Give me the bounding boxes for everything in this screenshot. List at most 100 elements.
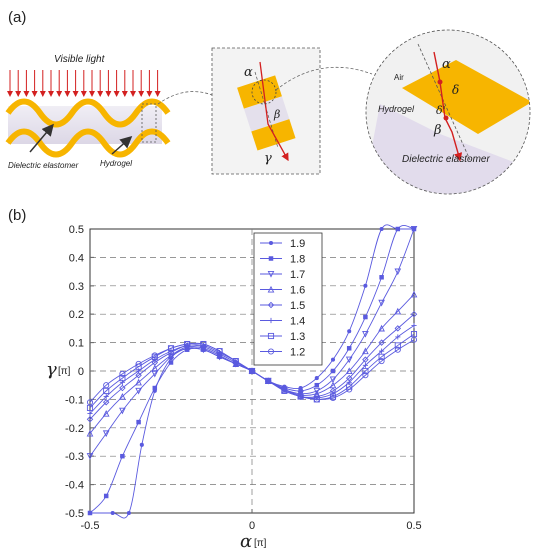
y-axis-unit: [π] (58, 366, 71, 377)
data-point-marker (167, 345, 175, 352)
data-point-marker (216, 350, 223, 358)
y-tick-label: -0.5 (65, 508, 84, 520)
data-point-marker (249, 368, 255, 374)
series-1.6 (86, 290, 418, 437)
legend-label: 1.6 (290, 285, 305, 297)
x-axis-unit: [π] (254, 538, 267, 549)
data-point-marker (345, 356, 353, 364)
detail-hydrogel-label: Hydrogel (378, 104, 415, 114)
data-point-marker (265, 378, 271, 384)
data-point-marker (152, 388, 157, 393)
data-point-marker (313, 396, 320, 403)
detail-normal-line (417, 43, 471, 161)
data-point-marker (329, 394, 337, 402)
data-point-marker (167, 345, 175, 352)
series-1.3 (86, 331, 418, 411)
data-point-marker (346, 386, 353, 393)
data-point-marker (379, 226, 384, 232)
data-point-marker (330, 391, 336, 397)
data-point-marker (126, 510, 131, 516)
data-point-marker (410, 225, 418, 233)
data-point-marker (168, 356, 174, 361)
data-point-marker (281, 386, 287, 393)
data-point-marker (313, 387, 321, 395)
series-line (89, 225, 415, 514)
data-point-marker (282, 384, 287, 389)
panel-a-label: (a) (8, 9, 26, 26)
data-point-marker (314, 376, 319, 381)
zoom-gamma-label: γ (264, 151, 272, 166)
data-point-marker (102, 399, 110, 406)
data-point-marker (167, 353, 175, 361)
series-line (90, 224, 414, 519)
series-1.7 (86, 225, 418, 460)
y-tick-label: -0.1 (65, 394, 84, 406)
x-tick-label: 0 (249, 520, 255, 532)
data-point-marker (167, 349, 175, 356)
data-point-marker (329, 393, 337, 400)
series-1.5 (86, 310, 418, 423)
data-point-marker (298, 393, 304, 400)
data-point-marker (345, 374, 353, 382)
data-point-marker (410, 336, 418, 343)
panel-a-illustration: (a) Visible light Dielectric elastomer H… (5, 9, 531, 195)
data-point-marker (233, 361, 238, 366)
y-tick-label: -0.3 (65, 451, 84, 463)
data-point-marker (362, 372, 369, 379)
data-point-marker (200, 340, 207, 348)
data-point-marker (346, 379, 352, 385)
detail-beta-label: β (433, 123, 442, 138)
data-point-marker (248, 367, 256, 375)
data-point-marker (281, 386, 288, 393)
detail-delta-label: δ (452, 83, 459, 97)
data-point-marker (329, 381, 337, 389)
data-point-marker (410, 331, 418, 338)
data-point-marker (268, 317, 274, 324)
data-point-marker (267, 348, 275, 355)
data-point-marker (314, 395, 320, 401)
data-point-marker (86, 399, 94, 406)
legend-label: 1.7 (290, 269, 305, 281)
data-point-marker (330, 368, 336, 374)
legend-label: 1.9 (290, 238, 305, 250)
data-point-marker (313, 396, 320, 403)
data-point-marker (201, 347, 206, 352)
data-point-marker (346, 383, 353, 390)
axis-labels: 0.5 0.4 0.3 0.2 0.1 0 -0.1 -0.2 -0.3 -0.4 -0.5-0.5… (46, 224, 422, 550)
detail-delta-prime-label: δ' (436, 104, 446, 117)
data-point-marker (119, 370, 126, 377)
series-1.4 (87, 322, 417, 417)
data-point-marker (119, 407, 126, 415)
data-point-marker (265, 377, 272, 384)
data-point-marker (267, 270, 275, 278)
data-point-marker (87, 411, 93, 417)
series-line (89, 228, 415, 457)
data-point-marker (119, 392, 126, 400)
data-point-marker (265, 378, 271, 384)
legend-label: 1.8 (290, 254, 305, 266)
data-point-marker (313, 393, 321, 400)
y-tick-label: -0.4 (65, 480, 84, 492)
zoom-ray (259, 61, 289, 162)
data-point-marker (281, 386, 288, 394)
data-point-marker (249, 368, 255, 374)
data-point-marker (200, 344, 207, 352)
data-point-marker (233, 361, 239, 367)
data-point-marker (395, 226, 401, 232)
data-point-marker (86, 404, 94, 411)
data-point-marker (200, 343, 207, 351)
series-line (89, 294, 415, 434)
data-point-marker (151, 352, 158, 359)
data-point-marker (120, 453, 125, 459)
zoom-focus-circle (251, 79, 277, 105)
series-line (89, 333, 415, 409)
data-point-marker (151, 359, 159, 366)
data-point-marker (314, 382, 320, 388)
legend-item: 1.5 (260, 300, 305, 312)
data-point-marker (110, 510, 115, 516)
data-point-marker (86, 416, 94, 423)
data-point-marker (168, 348, 174, 354)
data-point-marker (264, 377, 272, 385)
data-point-marker (362, 367, 369, 375)
data-point-marker (216, 348, 223, 355)
